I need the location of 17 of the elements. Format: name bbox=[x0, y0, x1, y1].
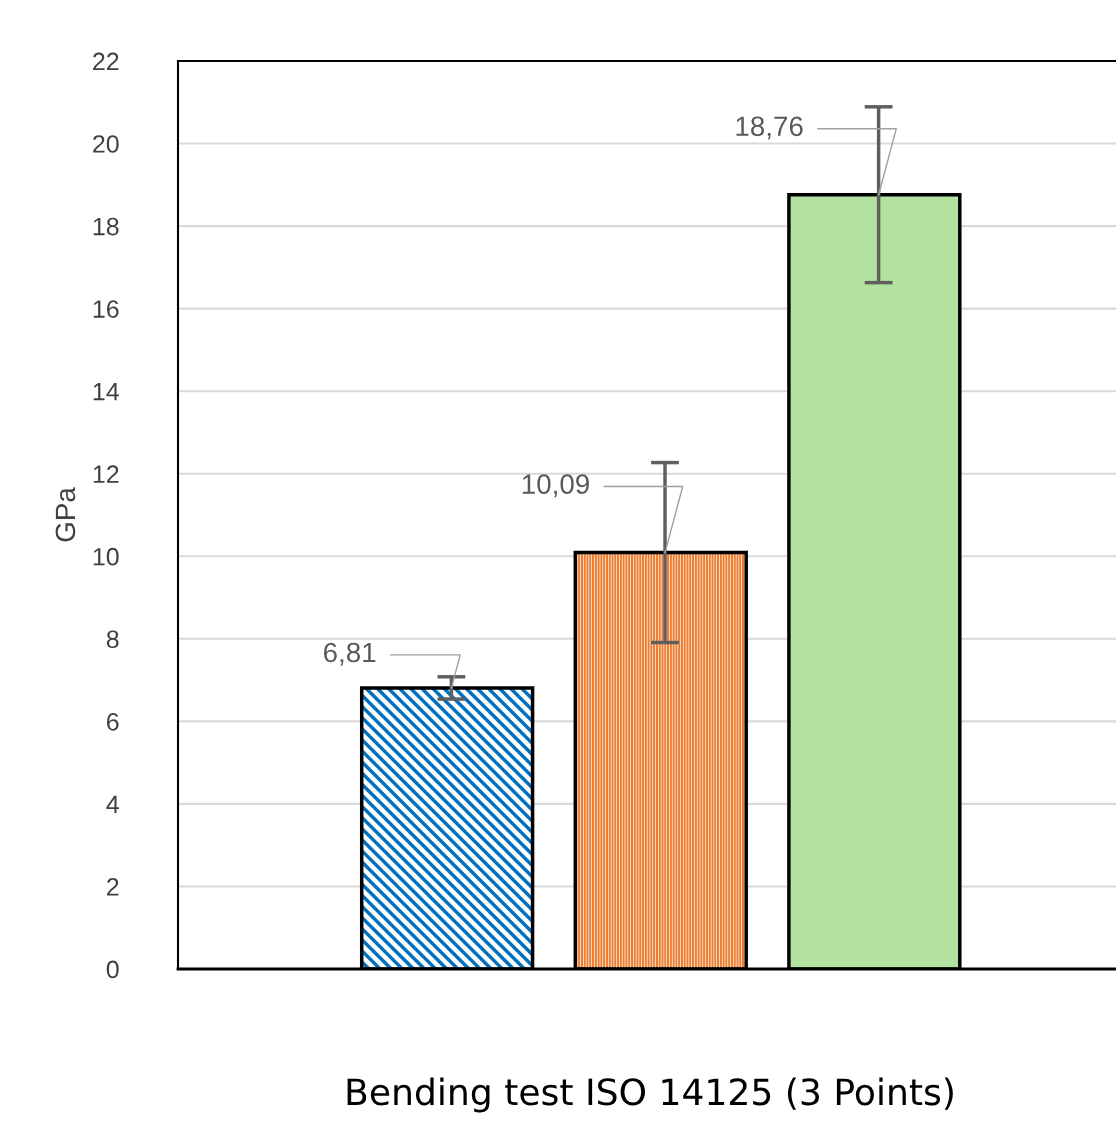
data-label: 6,81 bbox=[324, 642, 376, 666]
y-tick-label: 10 bbox=[93, 547, 119, 566]
data-label: 18,76 bbox=[736, 116, 803, 140]
y-tick-label: 8 bbox=[106, 630, 119, 649]
data-label: 10,09 bbox=[522, 474, 589, 498]
y-tick-label: 16 bbox=[93, 300, 119, 318]
y-tick-label: 2 bbox=[107, 878, 119, 896]
y-tick-label: 14 bbox=[93, 383, 119, 401]
y-tick-label: 18 bbox=[93, 217, 119, 236]
x-axis-title: Bending test ISO 14125 (3 Points) bbox=[347, 1077, 953, 1113]
y-tick-label: 20 bbox=[93, 135, 119, 153]
y-tick-label: 4 bbox=[106, 795, 119, 813]
y-tick-label: 12 bbox=[93, 465, 119, 483]
y-tick-label: 6 bbox=[107, 712, 119, 731]
y-axis-title: GPa bbox=[55, 487, 76, 542]
y-tick-label: 0 bbox=[106, 960, 119, 979]
y-tick-label: 22 bbox=[93, 52, 119, 71]
